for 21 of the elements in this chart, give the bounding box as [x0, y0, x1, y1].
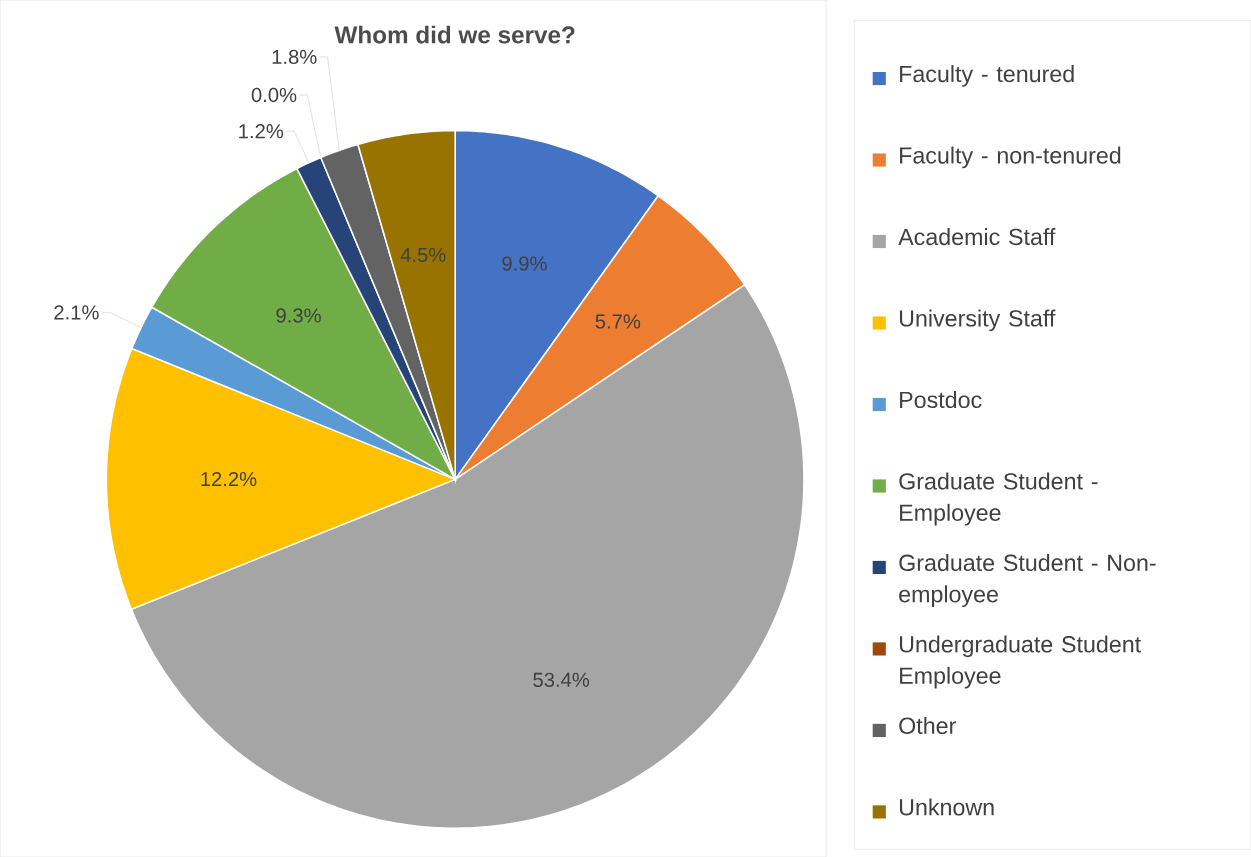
legend-label: Faculty - tenured [900, 64, 1074, 87]
text: 0.0% [251, 87, 297, 103]
legend-label: University Staff [899, 309, 1056, 332]
data-label: 53.4% [533, 672, 590, 687]
data-label: 9.3% [276, 308, 321, 323]
data-label: 1.8% [272, 49, 317, 64]
data-label: 9.9% [502, 256, 547, 271]
chart-title: Whom did we serve? [334, 25, 575, 44]
legend-label: Postdoc [900, 390, 982, 409]
data-label: 1.2% [239, 123, 284, 139]
legend-label: Graduate Student - Non-employee [899, 553, 1156, 607]
legend-label: Academic Staff [898, 227, 1056, 246]
legend-label: Undergraduate Student Employee [899, 635, 1141, 689]
data-label: 2.1% [54, 305, 99, 320]
data-label: 12.2% [201, 471, 257, 487]
data-label: 5.7% [595, 314, 641, 329]
legend-label: Unknown [899, 798, 994, 816]
legend-label: Other [899, 716, 956, 734]
data-label: 4.5% [400, 247, 446, 262]
legend-label: Faculty - non-tenured [900, 146, 1121, 169]
legend-label: Graduate Student - Employee [899, 472, 1098, 526]
